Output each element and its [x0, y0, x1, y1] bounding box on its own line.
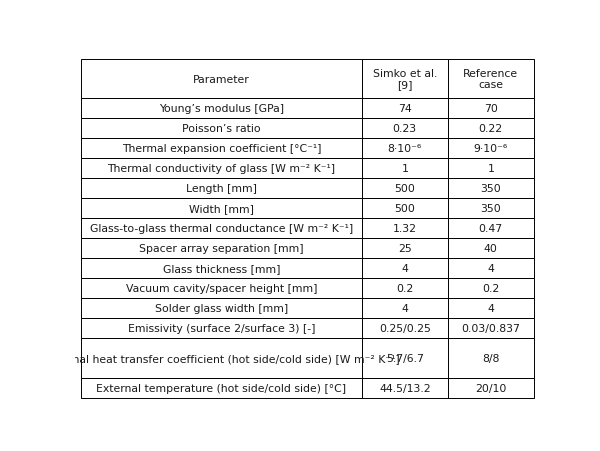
- Text: Thermal conductivity of glass [W m⁻² K⁻¹]: Thermal conductivity of glass [W m⁻² K⁻¹…: [107, 164, 335, 174]
- Text: Young’s modulus [GPa]: Young’s modulus [GPa]: [159, 104, 284, 114]
- Text: Glass thickness [mm]: Glass thickness [mm]: [163, 263, 280, 273]
- Bar: [81, 299, 362, 318]
- Bar: [81, 278, 362, 299]
- Bar: [448, 198, 534, 219]
- Bar: [448, 99, 534, 119]
- Bar: [81, 119, 362, 138]
- Text: 8·10⁻⁶: 8·10⁻⁶: [388, 143, 422, 154]
- Bar: [448, 299, 534, 318]
- Bar: [448, 318, 534, 338]
- Text: 0.22: 0.22: [479, 124, 503, 133]
- Bar: [81, 378, 362, 398]
- Bar: [448, 60, 534, 99]
- Bar: [81, 338, 362, 378]
- Bar: [362, 60, 448, 99]
- Bar: [448, 219, 534, 239]
- Text: Width [mm]: Width [mm]: [189, 203, 254, 213]
- Bar: [448, 119, 534, 138]
- Text: 1: 1: [401, 164, 408, 174]
- Bar: [362, 299, 448, 318]
- Text: 4: 4: [487, 304, 494, 313]
- Text: Solder glass width [mm]: Solder glass width [mm]: [155, 304, 288, 313]
- Text: Glass-to-glass thermal conductance [W m⁻² K⁻¹]: Glass-to-glass thermal conductance [W m⁻…: [90, 224, 353, 234]
- Bar: [81, 239, 362, 258]
- Bar: [448, 239, 534, 258]
- Bar: [81, 60, 362, 99]
- Bar: [448, 159, 534, 179]
- Text: 4: 4: [401, 304, 408, 313]
- Bar: [362, 159, 448, 179]
- Bar: [448, 138, 534, 159]
- Text: Poisson’s ratio: Poisson’s ratio: [182, 124, 261, 133]
- Text: External heat transfer coefficient (hot side/cold side) [W m⁻² K⁻¹]: External heat transfer coefficient (hot …: [44, 354, 400, 364]
- Bar: [362, 378, 448, 398]
- Text: 25: 25: [398, 244, 412, 253]
- Bar: [362, 99, 448, 119]
- Text: Spacer array separation [mm]: Spacer array separation [mm]: [139, 244, 304, 253]
- Text: Thermal expansion coefficient [°C⁻¹]: Thermal expansion coefficient [°C⁻¹]: [122, 143, 321, 154]
- Text: Vacuum cavity/spacer height [mm]: Vacuum cavity/spacer height [mm]: [126, 284, 317, 294]
- Text: 44.5/13.2: 44.5/13.2: [379, 383, 431, 393]
- Text: 0.2: 0.2: [396, 284, 413, 294]
- Text: 20/10: 20/10: [475, 383, 506, 393]
- Bar: [362, 119, 448, 138]
- Text: External temperature (hot side/cold side) [°C]: External temperature (hot side/cold side…: [97, 383, 347, 393]
- Bar: [81, 159, 362, 179]
- Bar: [362, 258, 448, 278]
- Bar: [81, 258, 362, 278]
- Bar: [362, 338, 448, 378]
- Text: 70: 70: [484, 104, 498, 114]
- Bar: [362, 138, 448, 159]
- Text: 350: 350: [481, 203, 501, 213]
- Bar: [448, 179, 534, 198]
- Bar: [81, 198, 362, 219]
- Bar: [448, 258, 534, 278]
- Text: 500: 500: [394, 184, 415, 193]
- Text: 1.32: 1.32: [393, 224, 417, 234]
- Bar: [448, 378, 534, 398]
- Text: 1: 1: [487, 164, 494, 174]
- Bar: [448, 278, 534, 299]
- Text: Parameter: Parameter: [193, 74, 250, 84]
- Text: 500: 500: [394, 203, 415, 213]
- Text: 0.25/0.25: 0.25/0.25: [379, 323, 431, 333]
- Bar: [362, 219, 448, 239]
- Text: 74: 74: [398, 104, 412, 114]
- Text: 0.47: 0.47: [479, 224, 503, 234]
- Text: 0.23: 0.23: [393, 124, 417, 133]
- Bar: [81, 179, 362, 198]
- Bar: [81, 138, 362, 159]
- Text: 8/8: 8/8: [482, 354, 499, 364]
- Bar: [362, 179, 448, 198]
- Text: 4: 4: [401, 263, 408, 273]
- Text: 4: 4: [487, 263, 494, 273]
- Text: 5.7/6.7: 5.7/6.7: [386, 354, 424, 364]
- Bar: [362, 318, 448, 338]
- Text: 0.03/0.837: 0.03/0.837: [461, 323, 520, 333]
- Text: 350: 350: [481, 184, 501, 193]
- Text: Reference
case: Reference case: [463, 69, 518, 90]
- Bar: [81, 99, 362, 119]
- Bar: [81, 318, 362, 338]
- Text: 40: 40: [484, 244, 498, 253]
- Text: Length [mm]: Length [mm]: [186, 184, 257, 193]
- Text: Emissivity (surface 2/surface 3) [-]: Emissivity (surface 2/surface 3) [-]: [128, 323, 315, 333]
- Text: 9·10⁻⁶: 9·10⁻⁶: [473, 143, 508, 154]
- Bar: [362, 278, 448, 299]
- Text: Simko et al.
[9]: Simko et al. [9]: [373, 69, 437, 90]
- Text: 0.2: 0.2: [482, 284, 499, 294]
- Bar: [81, 219, 362, 239]
- Bar: [448, 338, 534, 378]
- Bar: [362, 198, 448, 219]
- Bar: [362, 239, 448, 258]
